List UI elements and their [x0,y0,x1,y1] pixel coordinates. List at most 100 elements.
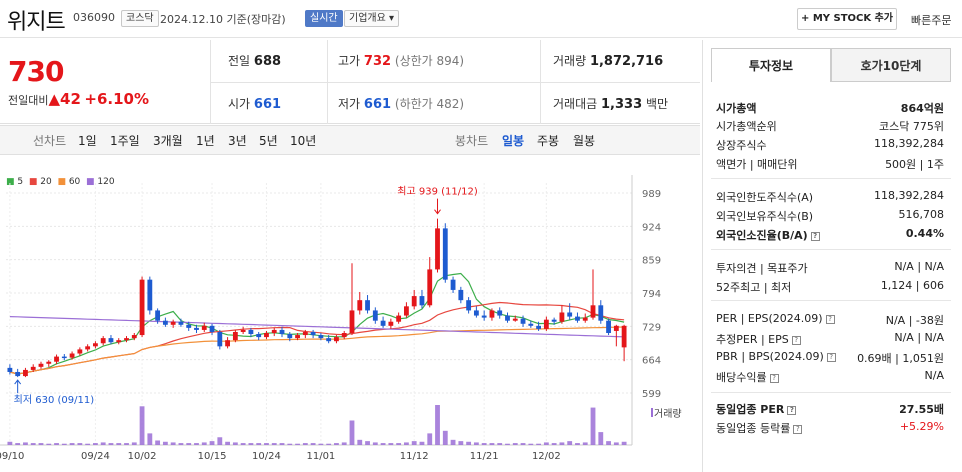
panel-value: 코스닥 775위 [879,120,944,133]
panel-value: N/A | -38원 [885,314,944,327]
volume-bar [411,441,417,445]
help-icon[interactable]: ? [793,425,803,434]
company-info-dropdown[interactable]: 기업개요 ▾ [344,10,400,27]
stock-code: 036090 [73,11,115,24]
tab-10year[interactable]: 10년 [290,134,317,148]
candle [108,338,114,343]
x-tick-label: 09/24 [81,451,110,462]
volume-bar [598,432,604,445]
panel-label: 외국인보유주식수(B) [716,210,814,223]
tab-hoga[interactable]: 호가10단계 [831,48,951,82]
help-icon[interactable]: ? [787,406,797,415]
price-change: 전일대비▲42 +6.10% [8,90,150,108]
y-tick-label: 794 [642,289,661,300]
volume-bar [209,441,215,445]
help-icon[interactable]: ? [769,374,779,383]
add-my-stock-button[interactable]: + MY STOCK 추가 [797,8,897,30]
divider [711,178,951,179]
volume-bar [442,430,448,445]
candle [279,329,285,335]
candle [240,329,246,332]
tab-3month[interactable]: 3개월 [153,134,183,148]
tab-1week[interactable]: 1주일 [110,134,140,148]
volume-bar [77,443,83,445]
tab-invest-info[interactable]: 투자정보 [711,48,831,82]
volume-bar [256,443,262,445]
volume-bar [613,442,619,445]
candle [162,320,168,325]
candle [365,300,370,311]
panel-value: N/A | N/A [894,331,944,344]
candle [520,318,526,324]
volume-bar [357,439,363,445]
volume-bar [108,443,114,445]
candle [543,319,549,329]
volume-bar [170,442,176,445]
tab-daily[interactable]: 일봉 [502,134,525,148]
help-icon[interactable]: ? [825,315,835,324]
volume-bar [23,442,28,445]
volume-bar [147,433,153,445]
volume: 거래량 1,872,716 [553,54,664,69]
candle [590,305,596,318]
volume-bar [512,443,518,445]
ma60-line [9,326,625,375]
candle [147,279,153,311]
volume-bar [458,441,464,445]
candle [295,335,300,339]
tab-candle-chart[interactable]: 봉차트 [455,134,489,148]
candle [536,325,541,329]
tab-3year[interactable]: 3년 [228,134,247,148]
tab-1year[interactable]: 1년 [196,134,215,148]
volume-bar [279,443,285,445]
volume-bar [271,443,277,445]
volume-bar [69,443,75,445]
volume-bar [575,443,580,445]
y-tick-label: 924 [642,222,661,233]
tab-1day[interactable]: 1일 [78,134,97,148]
tab-monthly[interactable]: 월봉 [573,134,596,148]
tab-line-chart[interactable]: 선차트 [33,134,67,148]
candle [598,305,604,321]
panel-label: 동일업종 PER? [716,401,797,417]
prev-close: 전일 688 [228,54,282,69]
volume-bar [178,443,184,445]
volume-bar [116,443,122,445]
volume-bar [349,420,355,445]
help-icon[interactable]: ? [826,353,836,362]
candle [61,356,67,359]
quick-order-button[interactable]: 빠른주문 [911,14,952,27]
volume-bar [435,405,440,445]
volume-bar [248,443,254,445]
price-chart[interactable]: 989 924 859 794 729 664 599 09/10 09/24 10/02 10/1… [0,155,700,472]
candle [23,369,28,377]
panel-label: 상장주식수 [716,139,767,152]
candle [473,310,479,316]
volume-bar [232,442,238,445]
volume-bar [372,442,378,445]
volume-bar [551,443,557,445]
candle [54,356,59,362]
volume-bar [287,443,293,445]
volume-bar [225,441,230,445]
help-icon[interactable]: ? [791,336,801,345]
help-icon[interactable]: ? [810,232,820,241]
y-tick-label: 989 [642,189,661,200]
candle [256,334,262,338]
candle [575,316,580,321]
volume-bar [419,441,425,445]
panel-value: 864억원 [900,102,944,115]
volume-bar [590,407,596,445]
realtime-button[interactable]: 실시간 [305,10,343,27]
candle [217,331,223,347]
candle [30,366,36,370]
volume-bar [606,441,611,445]
x-tick-label: 09/10 [0,451,24,462]
volume-bar [155,440,161,445]
volume-bar [388,443,394,445]
panel-value: 27.55배 [899,403,944,416]
low-arrow-icon [14,379,22,394]
tab-5year[interactable]: 5년 [259,134,278,148]
tab-weekly[interactable]: 주봉 [537,134,560,148]
volume-bar [302,443,308,445]
